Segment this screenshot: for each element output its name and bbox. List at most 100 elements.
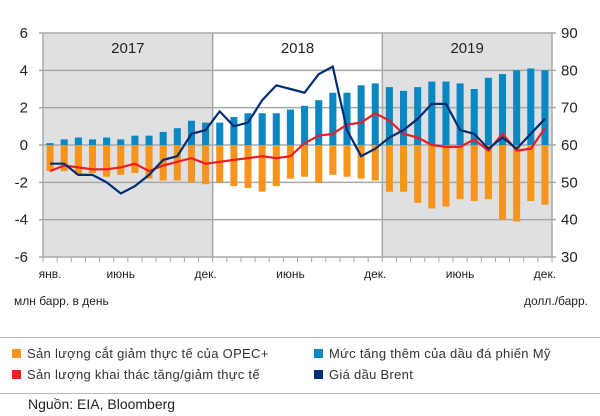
bar — [46, 145, 54, 172]
legend-label: Giá dầu Brent — [329, 367, 414, 382]
legend-item-production-change: Sản lượng khai thác tăng/giảm thực tế — [12, 367, 260, 382]
year-label: 2019 — [450, 40, 483, 57]
bar — [527, 145, 535, 201]
legend-label: Sản lượng khai thác tăng/giảm thực tế — [27, 367, 260, 382]
legend-swatch — [314, 370, 323, 379]
legend: Sản lượng cắt giảm thực tế của OPEC+ Mức… — [0, 337, 600, 394]
bar — [74, 145, 82, 175]
x-tick-label: дек. — [364, 267, 386, 281]
bar — [301, 105, 309, 145]
legend-item-brent: Giá dầu Brent — [314, 367, 413, 382]
bar — [442, 145, 450, 207]
bar — [357, 85, 365, 145]
legend-label: Sản lượng cắt giảm thực tế của OPEC+ — [27, 346, 269, 361]
bar — [428, 81, 436, 145]
bar — [74, 137, 82, 145]
bar — [216, 145, 224, 183]
bar — [484, 145, 492, 200]
bar — [385, 145, 393, 192]
left-tick-label: 0 — [20, 137, 28, 154]
bar — [103, 137, 111, 145]
bar — [216, 122, 224, 145]
x-tick-label: июнь — [446, 267, 475, 281]
year-label: 2017 — [111, 40, 144, 57]
left-axis-unit: млн барр. в день — [14, 294, 109, 308]
bar — [442, 81, 450, 145]
x-tick-label: дек. — [534, 267, 556, 281]
legend-label: Mức tăng thêm của dầu đá phiến Mỹ — [329, 346, 551, 361]
bar — [400, 90, 408, 145]
bar — [343, 145, 351, 177]
bar — [484, 77, 492, 145]
legend-swatch — [12, 349, 21, 358]
bar — [230, 145, 238, 187]
bar — [513, 70, 521, 145]
bar — [187, 145, 195, 183]
x-tick-label: янв. — [39, 267, 62, 281]
bar — [173, 128, 181, 145]
bar — [230, 117, 238, 145]
right-tick-label: 30 — [561, 249, 578, 266]
bar — [159, 145, 167, 181]
bar — [301, 145, 309, 177]
line-series — [49, 112, 546, 173]
right-tick-label: 50 — [561, 174, 578, 191]
bar — [470, 145, 478, 201]
bar — [103, 145, 111, 177]
bar — [272, 145, 280, 187]
left-tick-label: -4 — [15, 212, 28, 229]
bar — [145, 145, 153, 179]
chart: 2017 2018 2019 6 4 2 0 -2 -4 -6 90 80 70 60 50 40 30 янв.… — [15, 25, 578, 281]
legend-swatch — [314, 349, 323, 358]
legend-swatch — [12, 370, 21, 379]
bar — [513, 145, 521, 222]
bar — [385, 87, 393, 145]
bar — [541, 145, 549, 205]
bar — [414, 87, 422, 145]
bar — [286, 109, 294, 145]
x-tick-label: июнь — [106, 267, 135, 281]
right-axis-unit: долл./барр. — [523, 294, 588, 308]
bar — [244, 113, 252, 145]
bar — [131, 145, 139, 173]
bar — [46, 143, 54, 145]
bar — [60, 139, 68, 145]
legend-item-opec-cut: Sản lượng cắt giảm thực tế của OPEC+ — [12, 346, 269, 361]
bar — [498, 74, 507, 145]
source-note: Nguồn: EIA, Bloomberg — [28, 396, 176, 412]
bar — [400, 145, 408, 192]
left-tick-label: -6 — [15, 249, 28, 266]
left-tick-label: 6 — [20, 25, 28, 42]
bar — [272, 113, 280, 145]
bar — [470, 89, 478, 145]
bar — [244, 145, 252, 188]
right-tick-label: 40 — [561, 212, 578, 229]
bar — [60, 145, 68, 172]
bar — [329, 92, 337, 145]
bar — [286, 145, 294, 179]
bar — [498, 145, 507, 220]
right-tick-label: 60 — [561, 137, 578, 154]
bar — [428, 145, 436, 209]
left-tick-label: 4 — [20, 62, 28, 79]
bar — [343, 92, 351, 145]
bar — [258, 113, 266, 145]
bar — [527, 68, 535, 145]
right-tick-label: 80 — [561, 62, 578, 79]
bar — [315, 100, 323, 145]
x-tick-label: июнь — [276, 267, 305, 281]
bar — [88, 139, 97, 145]
bar — [131, 135, 139, 145]
bar — [371, 145, 379, 181]
bar — [456, 83, 464, 145]
bar — [329, 145, 337, 175]
left-tick-label: -2 — [15, 174, 28, 191]
bar — [159, 131, 167, 145]
bar — [414, 145, 422, 203]
bar — [202, 122, 210, 145]
right-tick-label: 70 — [561, 100, 578, 117]
year-label: 2018 — [281, 40, 314, 57]
x-tick-label: дек. — [194, 267, 216, 281]
bar — [315, 145, 323, 183]
right-tick-label: 90 — [561, 25, 578, 42]
